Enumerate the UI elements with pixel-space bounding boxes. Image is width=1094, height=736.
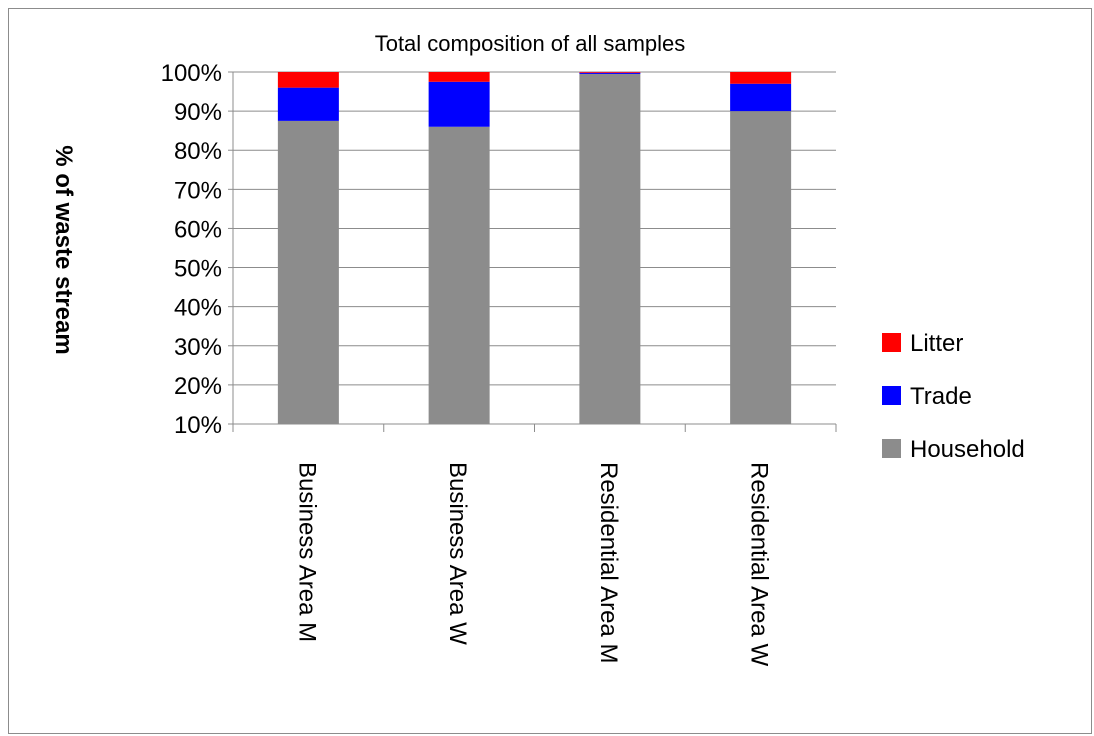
bar-litter-1 bbox=[428, 72, 490, 82]
y-tick-label: 60% bbox=[174, 216, 222, 243]
y-tick-label: 30% bbox=[174, 334, 222, 361]
x-tick-label: Business Area M bbox=[293, 462, 320, 642]
y-tick-label: 90% bbox=[174, 99, 222, 126]
axes bbox=[232, 72, 837, 432]
bar-household-3 bbox=[730, 111, 792, 424]
bar-litter-2 bbox=[579, 72, 641, 73]
legend-label-trade: Trade bbox=[910, 383, 972, 410]
bar-trade-3 bbox=[730, 83, 792, 112]
legend-label-household: Household bbox=[910, 436, 1025, 463]
bar-household-2 bbox=[579, 73, 641, 424]
bar-litter-3 bbox=[730, 72, 792, 84]
y-tick-label: 80% bbox=[174, 138, 222, 165]
y-tick-label: 50% bbox=[174, 256, 222, 283]
x-tick-label: Residential Area M bbox=[595, 462, 622, 663]
bar-trade-1 bbox=[428, 81, 490, 127]
y-tick-labels: 10% 20% 30% 40% 50% 60% 70% 80% 90% 100% bbox=[161, 60, 222, 439]
x-tick-label: Residential Area W bbox=[746, 462, 773, 666]
bar-litter-0 bbox=[277, 72, 339, 88]
bar-household-0 bbox=[277, 120, 339, 424]
bar-trade-2 bbox=[579, 72, 641, 74]
x-tick-labels: Business Area M Business Area W Residentia… bbox=[293, 462, 772, 666]
y-tick-label: 10% bbox=[174, 412, 222, 439]
legend-swatch-litter bbox=[882, 333, 901, 352]
y-tick-label: 70% bbox=[174, 177, 222, 204]
legend-swatch-household bbox=[882, 439, 901, 458]
legend-label-litter: Litter bbox=[910, 330, 963, 357]
y-tick-label: 100% bbox=[161, 60, 222, 87]
y-axis-label: % of waste stream bbox=[50, 145, 77, 354]
y-tick-label: 20% bbox=[174, 373, 222, 400]
legend: Litter Trade Household bbox=[882, 330, 1025, 463]
bar-household-1 bbox=[428, 126, 490, 424]
chart-title: Total composition of all samples bbox=[375, 31, 686, 56]
x-tick-label: Business Area W bbox=[444, 462, 471, 645]
y-tick-label: 40% bbox=[174, 295, 222, 322]
bars-group bbox=[277, 72, 792, 424]
legend-swatch-trade bbox=[882, 386, 901, 405]
chart-frame bbox=[8, 8, 1092, 734]
bar-trade-0 bbox=[277, 87, 339, 121]
